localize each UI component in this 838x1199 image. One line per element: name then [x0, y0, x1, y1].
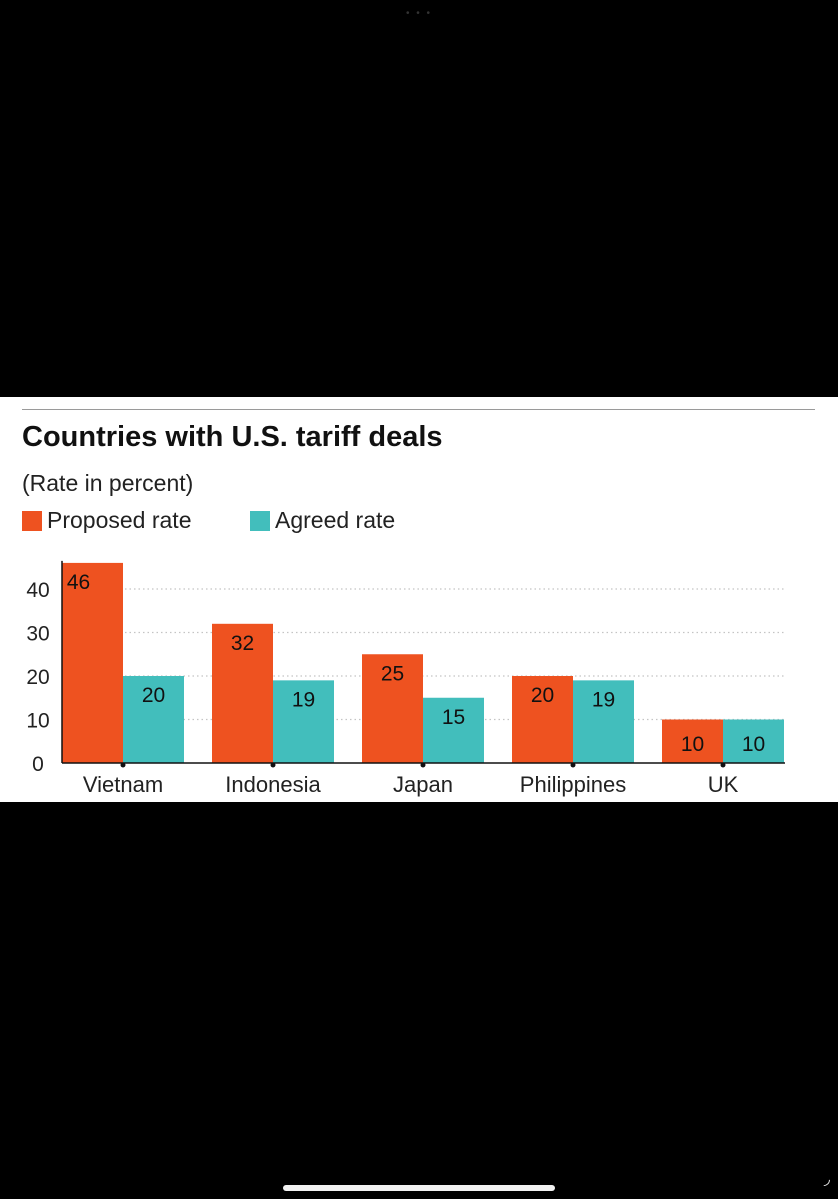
- legend-label-agreed: Agreed rate: [275, 507, 396, 533]
- data-label: 15: [442, 706, 465, 729]
- data-label: 20: [531, 684, 554, 707]
- data-label: 32: [231, 632, 254, 655]
- bar-agreed: [123, 676, 184, 763]
- bar-proposed: [212, 623, 273, 763]
- bar-agreed: [423, 697, 484, 763]
- x-tick-label: Philippines: [520, 772, 626, 797]
- chart-subtitle: (Rate in percent): [22, 470, 194, 496]
- data-label: 46: [67, 571, 90, 594]
- x-tick-label: UK: [708, 772, 739, 797]
- bar-agreed: [273, 680, 334, 763]
- x-tick-label: Indonesia: [225, 772, 321, 797]
- data-label: 10: [681, 733, 704, 756]
- bar-proposed: [512, 676, 573, 763]
- home-indicator[interactable]: [283, 1185, 555, 1191]
- bar-agreed: [723, 719, 784, 763]
- window-dots: • • •: [406, 8, 433, 19]
- chart-card: Countries with U.S. tariff deals (Rate i…: [0, 397, 838, 802]
- bar-chart: 0 10 20 30 40 46 20 Vietnam 32 19 Indonesia 25 15 Jap…: [26, 560, 785, 797]
- y-tick-label: 0: [32, 753, 44, 776]
- y-tick-label: 30: [26, 623, 49, 646]
- x-tick-label: Japan: [393, 772, 453, 797]
- data-label: 20: [142, 684, 165, 707]
- data-label: 10: [742, 733, 765, 756]
- bar-proposed: [362, 654, 423, 763]
- legend-label-proposed: Proposed rate: [47, 507, 192, 533]
- top-rule: [22, 409, 815, 410]
- legend-agreed: Agreed rate: [250, 507, 395, 534]
- x-tick-label: Vietnam: [83, 772, 163, 797]
- chart-title: Countries with U.S. tariff deals: [22, 421, 443, 453]
- corner-glyph: ◞: [823, 1171, 830, 1188]
- y-tick-label: 40: [26, 579, 49, 602]
- y-tick-label: 20: [26, 666, 49, 689]
- legend-proposed: Proposed rate: [22, 507, 191, 534]
- legend-swatch-proposed: [22, 510, 42, 531]
- data-label: 25: [381, 662, 404, 685]
- y-tick-label: 10: [26, 710, 49, 733]
- legend-swatch-agreed: [250, 510, 270, 531]
- data-label: 19: [292, 688, 315, 711]
- bar-proposed: [62, 562, 123, 763]
- bar-agreed: [573, 680, 634, 763]
- bar-proposed: [662, 719, 723, 763]
- data-label: 19: [592, 688, 615, 711]
